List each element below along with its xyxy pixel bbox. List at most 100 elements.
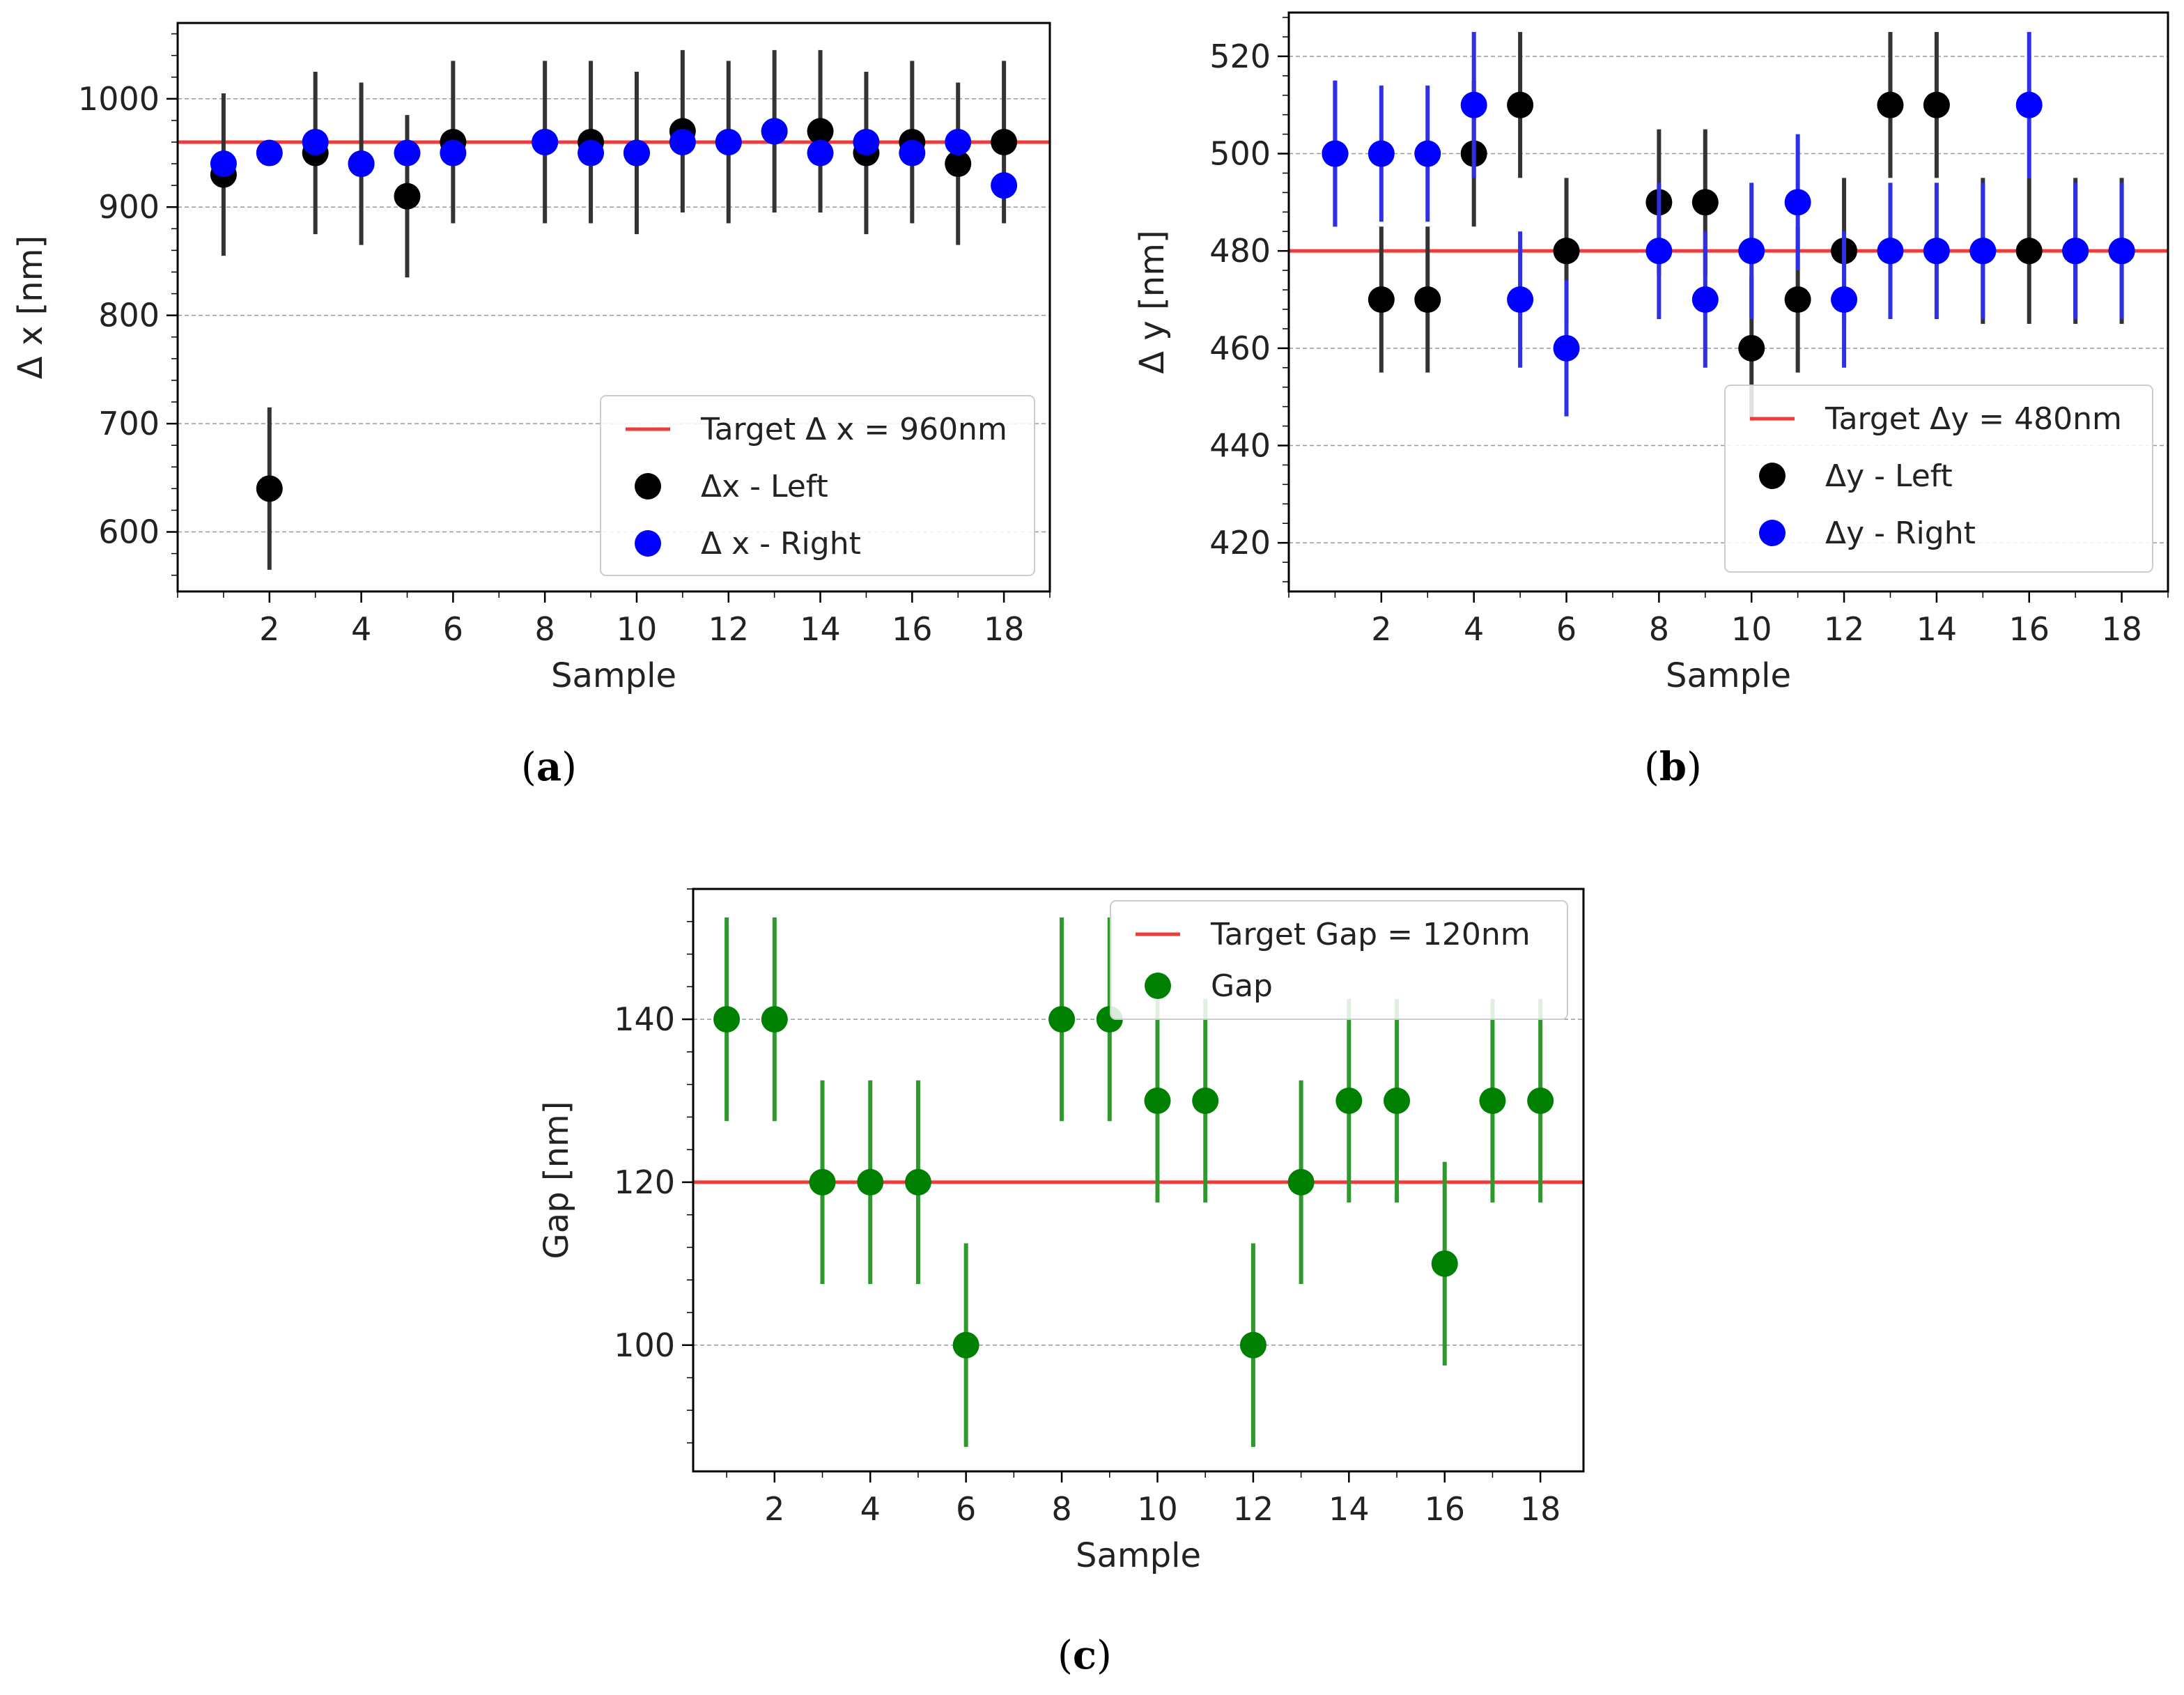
data-point xyxy=(440,139,467,167)
x-tick-label: 16 xyxy=(1424,1490,1465,1528)
data-point xyxy=(1877,91,1904,118)
data-point xyxy=(2108,238,2135,265)
series-1 xyxy=(210,118,1018,199)
data-point xyxy=(853,128,880,155)
data-point xyxy=(1831,286,1858,314)
legend-series-marker xyxy=(1759,463,1786,489)
data-point xyxy=(952,1331,979,1359)
data-point xyxy=(2062,238,2089,265)
data-point xyxy=(256,139,283,167)
x-tick-label: 8 xyxy=(1051,1490,1071,1528)
x-tick-label: 2 xyxy=(259,610,279,648)
chart-panel-b: 420 440 460 480 500 520 2 4 6 8 10 12 14 16 18 Sample Δ … xyxy=(1133,11,2169,790)
chart-panel-c: 100 120 140 2 4 6 8 10 12 14 16 18 Sample Gap [nm] Tar… xyxy=(537,888,1585,1678)
data-point xyxy=(348,150,375,178)
y-tick-label: 100 xyxy=(614,1326,675,1364)
y-tick-label: 600 xyxy=(98,513,160,551)
data-point xyxy=(1239,1331,1267,1359)
y-axis-title: Δ y [nm] xyxy=(1133,230,1172,373)
legend-series-marker xyxy=(635,473,661,500)
x-tick-label: 16 xyxy=(2008,610,2050,648)
data-point xyxy=(1192,1088,1219,1114)
data-point xyxy=(1527,1088,1554,1114)
legend-series-marker xyxy=(1145,973,1171,999)
data-point xyxy=(532,128,559,155)
x-tick-label: 14 xyxy=(1916,610,1958,648)
data-point xyxy=(761,1006,788,1033)
data-point xyxy=(945,128,972,155)
x-tick-label: 2 xyxy=(1371,610,1391,648)
x-tick-label: 4 xyxy=(351,610,371,648)
x-tick-label: 18 xyxy=(2101,610,2142,648)
data-point xyxy=(1414,140,1441,167)
data-point xyxy=(256,475,283,502)
data-point xyxy=(809,1168,836,1195)
y-tick-label: 120 xyxy=(614,1163,675,1201)
y-tick-label: 480 xyxy=(1209,232,1271,270)
panel-caption: (c) xyxy=(1058,1632,1112,1678)
legend-target-label: Target Δy = 480nm xyxy=(1825,401,2122,437)
data-point xyxy=(1460,91,1487,118)
data-point xyxy=(807,118,834,145)
legend-series-label: Δy - Left xyxy=(1825,458,1953,494)
data-point xyxy=(945,150,972,178)
x-tick-label: 10 xyxy=(1137,1490,1178,1528)
y-tick-label: 1000 xyxy=(78,80,160,118)
x-axis-title: Sample xyxy=(1666,656,1791,695)
x-tick-label: 10 xyxy=(617,610,658,648)
data-point xyxy=(1969,238,1997,265)
x-tick-label: 18 xyxy=(1520,1490,1561,1528)
series-0 xyxy=(1322,31,2135,421)
y-tick-label: 140 xyxy=(614,1000,675,1038)
data-point xyxy=(1738,238,1765,265)
data-point xyxy=(1784,189,1811,216)
data-point xyxy=(1368,140,1395,167)
data-point xyxy=(899,139,926,167)
data-point xyxy=(1144,1088,1171,1114)
legend: Target Δy = 480nm Δy - Left Δy - Right xyxy=(1724,385,2153,573)
series-1 xyxy=(1322,31,2135,417)
data-point xyxy=(1322,140,1349,167)
data-point xyxy=(904,1168,931,1195)
data-point xyxy=(1923,91,1950,118)
legend-series-label: Δy - Right xyxy=(1825,516,1976,551)
x-axis-title: Sample xyxy=(1076,1536,1201,1575)
data-point xyxy=(1691,286,1719,314)
data-point xyxy=(1507,286,1534,314)
x-tick-label: 14 xyxy=(800,610,841,648)
data-point xyxy=(394,139,421,167)
data-point xyxy=(2015,238,2043,265)
legend-series-label: Δ x - Right xyxy=(701,526,861,562)
x-tick-label: 12 xyxy=(1824,610,1865,648)
series-0 xyxy=(713,917,1554,1447)
x-tick-label: 12 xyxy=(1233,1490,1274,1528)
legend: Target Δ x = 960nm Δx - Left Δ x - Right xyxy=(600,395,1035,576)
y-axis-title: Gap [nm] xyxy=(537,1101,576,1260)
x-tick-label: 4 xyxy=(1464,610,1484,648)
x-tick-label: 6 xyxy=(1556,610,1577,648)
data-point xyxy=(1784,286,1811,314)
data-point xyxy=(1431,1250,1458,1277)
data-point xyxy=(1645,238,1673,265)
data-point xyxy=(991,172,1018,199)
y-tick-label: 440 xyxy=(1209,427,1271,465)
data-point xyxy=(1048,1006,1076,1033)
data-point xyxy=(807,139,834,167)
data-point xyxy=(1368,286,1395,314)
data-point xyxy=(669,128,696,155)
data-point xyxy=(394,183,421,210)
y-tick-label: 500 xyxy=(1209,135,1271,173)
legend-series-marker xyxy=(1759,520,1786,546)
data-point xyxy=(991,128,1018,155)
x-tick-label: 10 xyxy=(1731,610,1772,648)
y-tick-label: 700 xyxy=(98,405,160,442)
data-point xyxy=(623,139,650,167)
data-point xyxy=(1553,238,1580,265)
panel-caption: (a) xyxy=(521,744,577,790)
x-tick-label: 16 xyxy=(892,610,933,648)
data-point xyxy=(1335,1088,1363,1114)
legend: Target Gap = 120nm Gap xyxy=(1110,900,1568,1020)
x-tick-label: 4 xyxy=(860,1490,881,1528)
legend-box xyxy=(1724,385,2153,573)
